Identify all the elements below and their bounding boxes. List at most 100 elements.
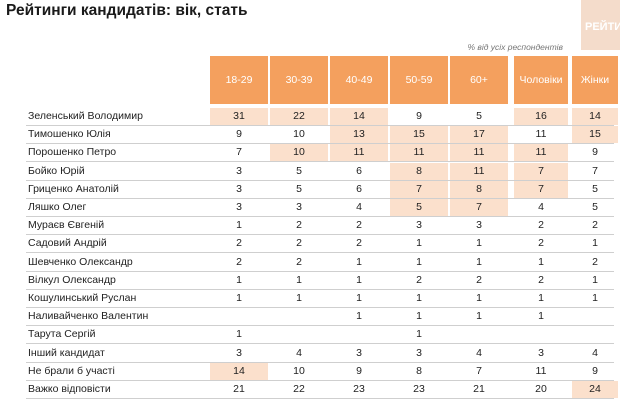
table-row: Бойко Юрій 3 5 6 8 11 7 7	[0, 162, 620, 181]
table-cell: 14	[210, 362, 268, 380]
table-cell: 9	[416, 110, 422, 122]
table-cell: 4	[538, 201, 544, 213]
table-cell: 2	[592, 219, 598, 232]
table-row: Гриценко Анатолій 3 5 6 7 8 7 5	[0, 180, 620, 199]
table-cell: 5	[296, 182, 302, 195]
table-cell: 10	[293, 128, 305, 141]
table-cell: 3	[296, 201, 302, 213]
candidate-name: Ляшко Олег	[28, 201, 87, 213]
table-cell: 15	[390, 126, 448, 144]
table-row: Садовий Андрій 2 2 2 1 1 2 1	[0, 235, 620, 254]
table-cell: 21	[473, 383, 485, 395]
candidate-name: Бойко Юрій	[28, 164, 85, 177]
candidate-name: Гриценко Анатолій	[28, 182, 119, 195]
table-cell: 1	[538, 310, 544, 323]
table-row: Шевченко Олександр 2 2 1 1 1 1 2	[0, 254, 620, 272]
table-cell: 3	[236, 164, 242, 177]
table-cell: 31	[210, 108, 268, 125]
respondents-note: % від усіх респондентів	[467, 42, 563, 52]
candidate-name: Інший кандидат	[28, 346, 105, 359]
table-cell: 17	[450, 126, 508, 144]
table-cell: 1	[236, 292, 242, 304]
candidate-name: Наливайченко Валентин	[28, 310, 149, 323]
table-cell: 9	[592, 364, 598, 377]
table-cell: 3	[476, 219, 482, 232]
table-cell: 6	[356, 182, 362, 195]
column-header-6: Жінки	[572, 56, 618, 104]
table-cell	[270, 308, 328, 325]
table-cell: 10	[270, 144, 328, 162]
table-cell: 1	[538, 292, 544, 304]
table-cell: 5	[592, 201, 598, 213]
column-header-3: 50-59	[390, 56, 448, 104]
table-cell: 1	[416, 237, 422, 250]
table-cell: 16	[514, 108, 568, 125]
table-cell: 1	[592, 273, 598, 286]
table-row: Вілкул Олександр 1 1 1 2 2 2 1	[0, 272, 620, 290]
table-cell: 2	[538, 219, 544, 232]
table-cell: 8	[416, 364, 422, 377]
candidate-name: Тимошенко Юлія	[28, 128, 111, 141]
table-cell: 22	[270, 108, 328, 125]
table-cell: 1	[236, 219, 242, 232]
table-cell: 2	[296, 237, 302, 250]
table-cell: 1	[416, 328, 422, 341]
table-cell: 2	[296, 219, 302, 232]
table-row: Тарута Сергій 1 1	[0, 326, 620, 345]
table-cell: 2	[356, 237, 362, 250]
candidate-name: Вілкул Олександр	[28, 273, 116, 286]
table-cell	[572, 326, 618, 343]
table-cell: 1	[416, 310, 422, 323]
column-header-0: 18-29	[210, 56, 268, 104]
table-cell: 10	[293, 364, 305, 377]
table-cell: 14	[572, 108, 618, 125]
table-cell: 23	[353, 383, 365, 395]
table-cell: 1	[476, 310, 482, 323]
table-cell: 5	[390, 199, 448, 216]
table-cell: 7	[450, 199, 508, 216]
table-cell: 7	[514, 162, 568, 180]
column-header-2: 40-49	[330, 56, 388, 104]
table-row: Важко відповісти 21 22 23 23 21 20 24	[0, 381, 620, 399]
table-cell: 23	[413, 383, 425, 395]
candidate-name: Кошулинський Руслан	[28, 292, 137, 304]
table-row: Тимошенко Юлія 9 10 13 15 17 11 15	[0, 126, 620, 145]
table-row: Не брали б участі 14 10 9 8 7 11 9	[0, 362, 620, 381]
table-cell: 2	[416, 273, 422, 286]
table-cell: 24	[572, 381, 618, 398]
table-cell: 11	[450, 144, 508, 162]
table-cell: 4	[476, 346, 482, 359]
table-cell: 5	[296, 164, 302, 177]
table-cell: 3	[236, 346, 242, 359]
table-cell: 7	[592, 164, 598, 177]
table-cell: 9	[236, 128, 242, 141]
table-cell: 5	[592, 182, 598, 195]
table-cell: 14	[330, 108, 388, 125]
table-row: Порошенко Петро 7 10 11 11 11 11 9	[0, 144, 620, 163]
table-cell: 3	[356, 346, 362, 359]
watermark-text: РЕЙТИНГ	[585, 21, 620, 33]
watermark-logo: РЕЙТИНГ	[581, 0, 620, 50]
table-cell: 2	[356, 219, 362, 232]
table-cell: 7	[390, 180, 448, 198]
table-cell: 1	[476, 237, 482, 250]
candidate-name: Мураєв Євгеній	[28, 219, 105, 232]
table-cell: 2	[538, 273, 544, 286]
table-row: Ляшко Олег 3 3 4 5 7 4 5	[0, 199, 620, 217]
table-cell: 11	[514, 144, 568, 162]
table-cell: 1	[296, 273, 302, 286]
table-row: Кошулинський Руслан 1 1 1 1 1 1 1	[0, 290, 620, 308]
table-cell: 3	[416, 219, 422, 232]
table-cell	[210, 308, 268, 325]
table-cell: 6	[356, 164, 362, 177]
table-cell	[450, 326, 508, 343]
candidate-name: Шевченко Олександр	[28, 255, 133, 268]
table-cell: 7	[514, 180, 568, 198]
table-cell: 3	[236, 182, 242, 195]
table-cell: 4	[592, 346, 598, 359]
table-cell: 11	[330, 144, 388, 162]
table-cell: 4	[296, 346, 302, 359]
table-cell: 5	[476, 110, 482, 122]
table-cell: 1	[416, 292, 422, 304]
table-cell: 11	[535, 128, 547, 141]
